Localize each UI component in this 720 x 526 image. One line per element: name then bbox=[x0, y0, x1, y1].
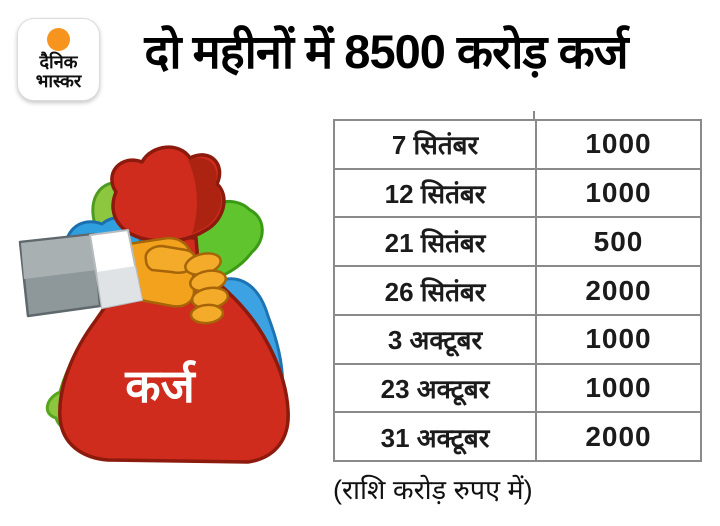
brand-name-line1: दैनिक bbox=[39, 52, 78, 72]
amount-cell: 1000 bbox=[585, 371, 652, 403]
table-row: 3 अक्टूबर 1000 bbox=[335, 315, 700, 365]
amount-unit-note: (राशि करोड़ रुपए में) bbox=[333, 475, 533, 505]
brand-name-line2: भास्कर bbox=[35, 71, 82, 91]
date-cell: 7 सितंबर bbox=[335, 121, 537, 168]
amount-cell: 1000 bbox=[585, 177, 652, 209]
date-cell: 26 सितंबर bbox=[335, 267, 537, 314]
page-title: दो महीनों में 8500 करोड़ कर्ज bbox=[144, 25, 628, 78]
table-row: 21 सितंबर 500 bbox=[335, 218, 700, 268]
date-cell: 12 सितंबर bbox=[335, 169, 537, 217]
bag-label: कर्ज bbox=[124, 360, 196, 412]
amount-cell: 2000 bbox=[585, 274, 652, 306]
knot-shading bbox=[188, 157, 222, 234]
cuff-shading bbox=[97, 266, 142, 308]
amount-cell: 500 bbox=[593, 225, 644, 257]
sun-icon bbox=[47, 28, 70, 51]
date-cell: 31 अक्टूबर bbox=[335, 413, 537, 461]
date-cell: 23 अक्टूबर bbox=[335, 364, 537, 412]
brand-logo: दैनिक भास्कर bbox=[17, 18, 100, 101]
date-cell: 21 सितंबर bbox=[335, 218, 537, 266]
date-cell: 3 अक्टूबर bbox=[335, 315, 537, 363]
table-row: 12 सितंबर 1000 bbox=[335, 169, 700, 219]
table-row: 7 सितंबर 1000 bbox=[335, 121, 700, 170]
sleeve-highlight bbox=[21, 235, 97, 279]
table-row: 23 अक्टूबर 1000 bbox=[335, 364, 700, 414]
finger-4 bbox=[189, 303, 225, 325]
debt-table: 7 सितंबर 1000 12 सितंबर 1000 21 सितंबर 5… bbox=[333, 119, 702, 462]
table-row: 26 सितंबर 2000 bbox=[335, 267, 700, 316]
amount-cell: 1000 bbox=[585, 128, 652, 160]
table-divider-tick bbox=[533, 111, 535, 119]
table-row: 31 अक्टूबर 2000 bbox=[335, 413, 700, 461]
amount-cell: 2000 bbox=[585, 420, 652, 452]
amount-cell: 1000 bbox=[585, 323, 652, 355]
money-bag-illustration: कर्ज bbox=[18, 145, 290, 464]
